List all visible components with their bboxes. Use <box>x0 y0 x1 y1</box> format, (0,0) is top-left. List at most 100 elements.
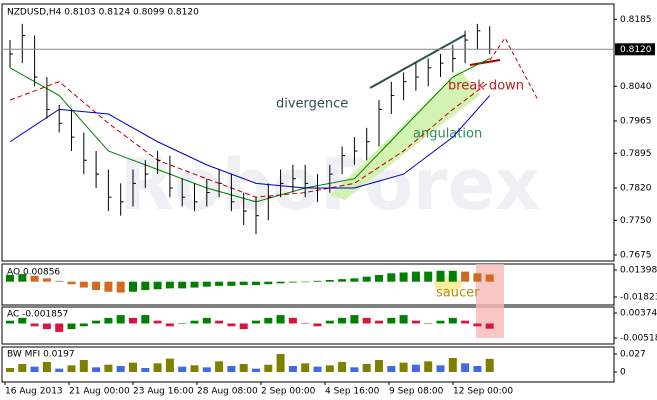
histogram-bar <box>375 360 383 372</box>
histogram-bar <box>485 323 494 329</box>
histogram-bar <box>104 364 113 372</box>
histogram-bar <box>485 274 494 282</box>
histogram-bar <box>252 368 260 372</box>
histogram-bar <box>436 320 445 324</box>
histogram-bar <box>252 281 260 286</box>
histogram-bar <box>276 315 285 324</box>
histogram-bar <box>252 320 260 324</box>
y-tick-label: 0.7675 <box>620 250 652 260</box>
histogram-bar <box>141 368 150 372</box>
moving-average <box>9 95 491 189</box>
histogram-bar <box>129 281 137 292</box>
histogram-bar <box>129 362 137 372</box>
y-tick-label: -0.01823 <box>620 292 657 302</box>
x-tick-label: 2 Sep 00:00 <box>261 387 316 397</box>
histogram-bar <box>55 323 64 332</box>
y-tick-label: 0.7750 <box>620 216 652 226</box>
histogram-bar <box>239 364 248 372</box>
histogram-bar <box>215 281 224 286</box>
histogram-bar <box>301 281 310 283</box>
histogram-bar <box>30 366 39 372</box>
last-price-label: 0.8120 <box>620 45 652 55</box>
histogram-bar <box>338 317 347 324</box>
histogram-bar <box>92 281 101 291</box>
histogram-bar <box>165 323 174 327</box>
breakdown-line <box>469 59 501 66</box>
histogram-bar <box>485 358 494 372</box>
histogram-bar <box>18 274 27 282</box>
histogram-bar <box>362 364 371 372</box>
histogram-bar <box>313 323 322 327</box>
histogram-bar <box>42 278 51 282</box>
histogram-bar <box>190 281 199 288</box>
histogram-bar <box>6 320 14 324</box>
histogram-bar <box>190 365 199 372</box>
angulation-zone <box>330 70 480 200</box>
histogram-bar <box>165 358 174 372</box>
histogram-bar <box>92 367 101 372</box>
x-tick-label: 4 Sep 16:00 <box>325 387 380 397</box>
histogram-bar <box>350 315 359 324</box>
histogram-bar <box>239 323 248 330</box>
histogram-bar <box>288 281 297 283</box>
histogram-bar <box>301 363 310 372</box>
histogram-bar <box>325 365 334 372</box>
x-tick-label: 16 Aug 2013 <box>5 387 63 397</box>
histogram-bar <box>55 280 64 282</box>
histogram-bar <box>42 323 51 330</box>
histogram-bar <box>288 317 297 324</box>
histogram-bar <box>79 281 88 288</box>
histogram-bar <box>473 366 482 372</box>
histogram-bar <box>30 275 39 282</box>
annotation: break down <box>448 79 524 94</box>
histogram-bar <box>92 320 101 324</box>
projection <box>489 37 539 101</box>
histogram-bar <box>215 361 224 372</box>
histogram-bar <box>411 271 420 282</box>
histogram-bar <box>178 366 187 372</box>
histogram-bar <box>424 271 433 282</box>
histogram-bar <box>116 281 125 293</box>
histogram-bar <box>461 320 470 324</box>
histogram-bar <box>165 281 174 289</box>
histogram-bar <box>276 281 285 284</box>
histogram-bar <box>399 362 408 372</box>
panel-title: AC -0.001857 <box>7 310 68 320</box>
histogram-bar <box>473 273 482 282</box>
y-tick-label: 0.7965 <box>620 116 652 126</box>
histogram-bar <box>301 323 310 324</box>
histogram-bar <box>387 366 396 372</box>
histogram-bar <box>387 273 396 282</box>
histogram-bar <box>325 320 334 324</box>
ao-panel <box>1 263 615 306</box>
histogram-bar <box>129 317 137 324</box>
y-tick-label: 0.7820 <box>620 183 652 193</box>
histogram-bar <box>411 364 420 372</box>
histogram-bar <box>42 362 51 372</box>
last-price-box <box>615 43 655 56</box>
chart-title: NZDUSD,H4 0.8103 0.8124 0.8099 0.8120 <box>7 8 199 18</box>
divergence-line <box>369 34 466 89</box>
y-tick-label: 0.8185 <box>620 15 652 25</box>
histogram-bar <box>461 271 470 282</box>
histogram-bar <box>153 363 162 372</box>
histogram-bar <box>202 367 211 372</box>
histogram-bar <box>153 320 162 324</box>
annotation: saucer <box>436 286 480 301</box>
histogram-bar <box>399 272 408 282</box>
histogram-bar <box>104 281 113 292</box>
annotation: angulation <box>413 127 482 142</box>
x-tick-label: 21 Aug 00:00 <box>69 387 130 397</box>
histogram-bar <box>190 320 199 324</box>
histogram-bar <box>424 361 433 372</box>
histogram-bar <box>313 366 322 372</box>
histogram-bar <box>448 270 457 282</box>
y-tick-label: -0.00518 <box>620 334 657 344</box>
histogram-bar <box>473 323 482 327</box>
histogram-bar <box>141 315 150 324</box>
x-tick-label: 28 Aug 08:00 <box>197 387 258 397</box>
y-tick-label: 0.027 <box>620 350 646 360</box>
ac-panel <box>1 306 615 345</box>
